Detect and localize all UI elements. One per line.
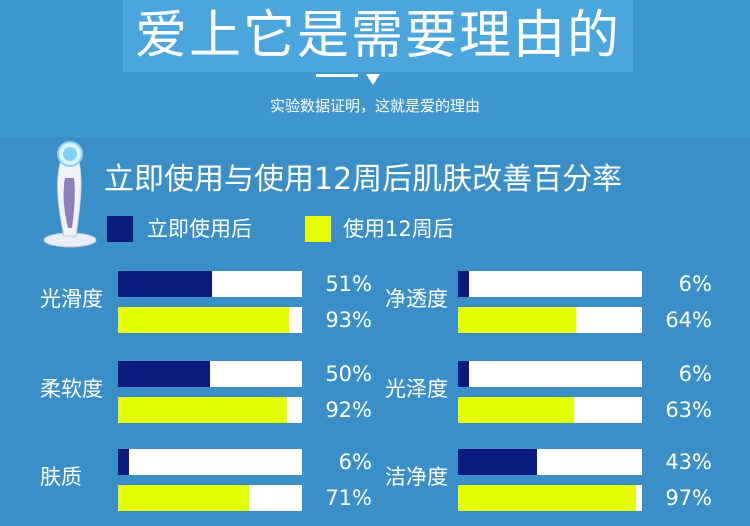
bar-3-immediate [458,271,469,297]
value-label-1-immediate: 50% [325,362,372,386]
down-arrow-icon [366,74,380,85]
metric-label-5: 洁净度 [385,465,448,489]
metric-label-0: 光滑度 [40,287,103,311]
bar-track-2-after_12_weeks [118,485,302,511]
value-label-5-after_12_weeks: 97% [665,486,712,510]
page-subtitle: 实验数据证明，这就是爱的理由 [269,97,480,115]
bar-track-5-immediate [458,449,642,475]
title-dash-divider [316,74,358,77]
bar-1-immediate [118,361,210,387]
legend-swatch-12-weeks [305,216,331,242]
value-label-3-after_12_weeks: 64% [665,308,712,332]
bar-track-3-immediate [458,271,642,297]
bar-track-4-after_12_weeks [458,397,642,423]
bar-2-after_12_weeks [118,485,249,511]
value-label-4-immediate: 6% [678,362,712,386]
bar-0-after_12_weeks [118,307,289,333]
value-label-4-after_12_weeks: 63% [665,398,712,422]
value-label-2-immediate: 6% [338,450,372,474]
value-label-0-immediate: 51% [325,272,372,296]
legend-swatch-immediate [107,216,133,242]
bar-4-immediate [458,361,469,387]
metric-label-2: 肤质 [40,465,82,489]
bar-5-immediate [458,449,537,475]
beauty-device-icon [43,141,97,248]
bar-track-1-after_12_weeks [118,397,302,423]
legend-label-immediate: 立即使用后 [147,217,252,241]
bar-track-4-immediate [458,361,642,387]
value-label-5-immediate: 43% [665,450,712,474]
metric-label-1: 柔软度 [40,377,103,401]
bar-0-immediate [118,271,212,297]
bar-5-after_12_weeks [458,485,636,511]
bar-2-immediate [118,449,129,475]
value-label-2-after_12_weeks: 71% [325,486,372,510]
bar-4-after_12_weeks [458,397,574,423]
value-label-3-immediate: 6% [678,272,712,296]
bar-track-5-after_12_weeks [458,485,642,511]
value-label-1-after_12_weeks: 92% [325,398,372,422]
bar-track-0-immediate [118,271,302,297]
metric-label-4: 光泽度 [385,377,448,401]
bar-1-after_12_weeks [118,397,287,423]
bar-track-1-immediate [118,361,302,387]
bar-track-3-after_12_weeks [458,307,642,333]
value-label-0-after_12_weeks: 93% [325,308,372,332]
title-box [123,0,633,72]
bar-3-after_12_weeks [458,307,576,333]
bar-track-0-after_12_weeks [118,307,302,333]
metric-label-3: 净透度 [385,287,448,311]
chart-title: 立即使用与使用12周后肌肤改善百分率 [104,162,623,197]
bar-track-2-immediate [118,449,302,475]
page-title: 爱上它是需要理由的 [134,6,621,66]
legend-label-12-weeks: 使用12周后 [343,217,454,241]
